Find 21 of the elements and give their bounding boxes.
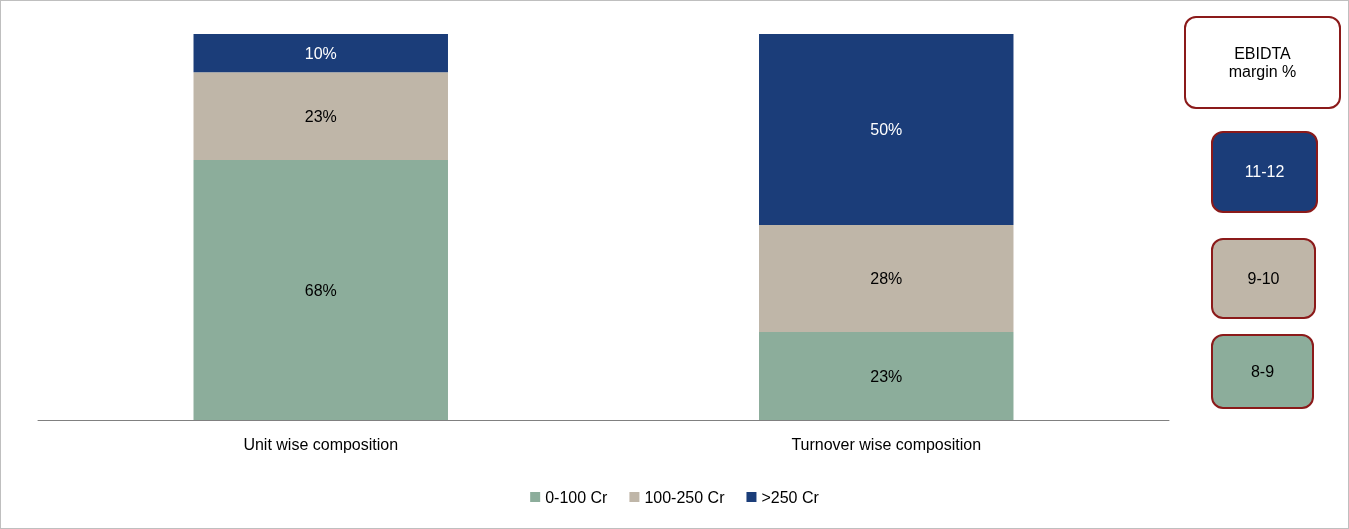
- data-label: 23%: [870, 367, 903, 385]
- bar: [193, 160, 448, 420]
- rounded-box: 9-10: [1211, 238, 1316, 319]
- legend-label: 100-250 Cr: [644, 488, 726, 506]
- bar: [759, 225, 1014, 333]
- bar: [759, 332, 1014, 420]
- data-label: 28%: [870, 270, 903, 288]
- rounded-box: 8-9: [1211, 334, 1314, 409]
- data-label: 23%: [304, 107, 337, 125]
- rounded-box: EBIDTA margin %: [1184, 16, 1341, 109]
- data-label: 10%: [304, 44, 337, 62]
- legend-label: 0-100 Cr: [545, 488, 609, 506]
- bar: [193, 34, 448, 73]
- legend-label: >250 Cr: [761, 488, 820, 506]
- data-label: 50%: [870, 121, 903, 139]
- bar: [759, 34, 1014, 226]
- data-label: 68%: [304, 281, 337, 299]
- bar: [193, 72, 448, 161]
- x-tick-label: Turnover wise composition: [791, 435, 982, 453]
- rounded-box: 11-12: [1211, 131, 1318, 213]
- x-tick-label: Unit wise composition: [243, 435, 399, 453]
